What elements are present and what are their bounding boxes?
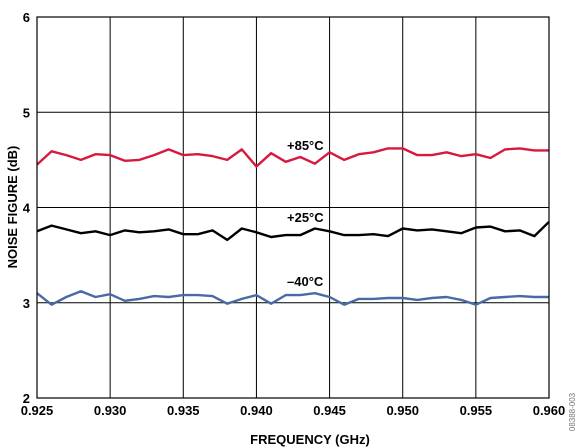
series-line-room [36,220,550,242]
series-line-hot [36,147,549,168]
series-label-room: +25°C [287,210,324,225]
x-tick-label: 0.940 [240,403,273,418]
grid-lines [37,17,549,398]
series-line-cold [36,290,549,306]
x-tick-label: 0.960 [533,403,566,418]
x-tick-label: 0.935 [167,403,200,418]
x-tick-labels: 0.925 0.930 0.935 0.940 0.945 0.950 0.955 0.960 [21,403,566,418]
y-tick-label: 4 [23,201,31,216]
series-label-cold: –40°C [287,274,324,289]
y-tick-label: 5 [23,105,30,120]
y-axis-title: NOISE FIGURE (dB) [5,146,20,269]
figure-id-label: 08388-003 [568,392,577,431]
y-tick-label: 3 [23,296,30,311]
y-tick-labels: 2 3 4 5 6 [23,10,31,406]
x-tick-label: 0.955 [460,403,493,418]
y-tick-label: 6 [23,10,30,25]
x-tick-label: 0.925 [21,403,54,418]
y-tick-label: 2 [23,391,30,406]
x-axis-title: FREQUENCY (GHz) [250,432,370,447]
plot-frame [36,16,550,399]
series-label-hot: +85°C [287,138,324,153]
x-tick-label: 0.950 [386,403,419,418]
series-layer [36,147,550,306]
x-tick-label: 0.945 [313,403,346,418]
x-tick-label: 0.930 [94,403,127,418]
